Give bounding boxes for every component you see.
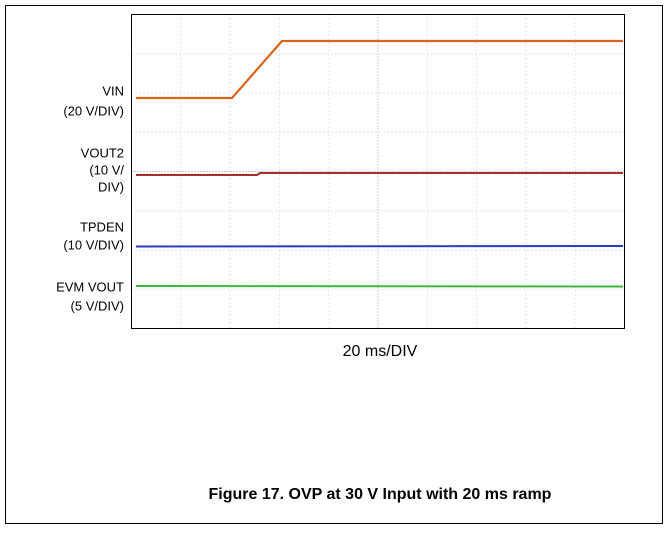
vout2-trace xyxy=(136,172,623,176)
channel-label: TPDEN xyxy=(80,219,124,234)
figure-border xyxy=(5,5,663,524)
scope-frame xyxy=(131,14,625,329)
channel-label: (20 V/DIV) xyxy=(63,103,124,118)
evm-vout-trace xyxy=(135,285,624,288)
vin-trace xyxy=(136,39,623,100)
x-axis-label: 20 ms/DIV xyxy=(343,343,418,360)
channel-label: (5 V/DIV) xyxy=(71,298,124,313)
channel-label: EVM VOUT xyxy=(56,279,124,294)
channel-label: VOUT2 xyxy=(81,145,124,160)
channel-label: VIN xyxy=(102,83,124,98)
channel-label: (10 V/DIV) xyxy=(63,237,124,252)
channel-label: (10 V/ xyxy=(89,162,124,177)
caption: Figure 17. OVP at 30 V Input with 20 ms … xyxy=(209,486,552,503)
scope-grid xyxy=(131,14,625,329)
channel-label: DIV) xyxy=(98,179,124,194)
tpden-trace xyxy=(135,245,624,248)
